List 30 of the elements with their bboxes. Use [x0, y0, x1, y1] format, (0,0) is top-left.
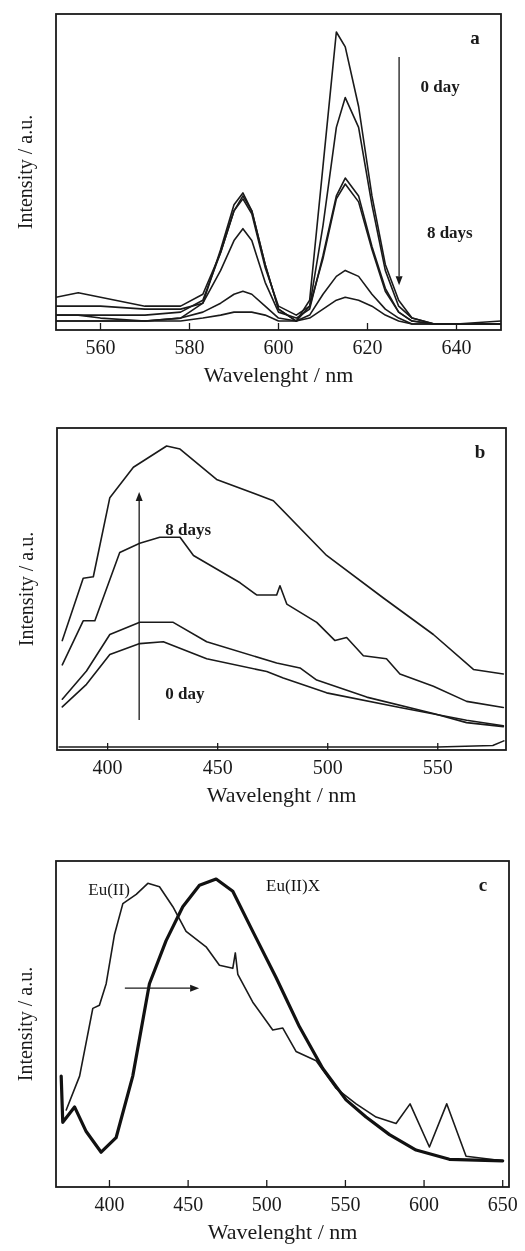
x-tick-label: 550	[422, 756, 453, 778]
x-tick-label: 620	[352, 336, 383, 358]
annotation: 0 day	[165, 684, 206, 704]
x-tick-label: 550	[330, 1193, 361, 1215]
chart-title: b	[474, 441, 486, 462]
x-tick-label: 650	[487, 1193, 518, 1215]
x-tick-label: 500	[251, 1193, 282, 1215]
x-axis-title: Wavelenght / nm	[206, 782, 357, 807]
annotation: 8 days	[426, 223, 474, 243]
x-tick-label: 450	[202, 756, 233, 778]
y-axis-title: Intensity / a.u.	[14, 114, 37, 230]
x-tick-label: 600	[263, 336, 294, 358]
x-tick-label: 450	[173, 1193, 204, 1215]
x-tick-label: 560	[85, 336, 116, 358]
y-axis-title: Intensity / a.u.	[14, 966, 37, 1082]
annotation: 0 day	[420, 77, 461, 97]
x-tick-label: 400	[92, 756, 123, 778]
x-axis-title: Wavelenght / nm	[203, 362, 354, 387]
x-tick-label: 580	[174, 336, 205, 358]
x-axis-title: Wavelenght / nm	[207, 1219, 358, 1244]
series-label: Eu(II)	[88, 880, 130, 900]
chart-title: a	[470, 27, 481, 48]
x-tick-label: 640	[441, 336, 472, 358]
x-tick-label: 400	[94, 1193, 125, 1215]
x-tick-label: 600	[409, 1193, 440, 1215]
chart-title: c	[478, 874, 488, 895]
annotation: 8 days	[165, 520, 212, 540]
series-label: Eu(II)X	[266, 876, 320, 895]
y-axis-title: Intensity / a.u.	[15, 531, 38, 647]
x-tick-label: 500	[312, 756, 343, 778]
